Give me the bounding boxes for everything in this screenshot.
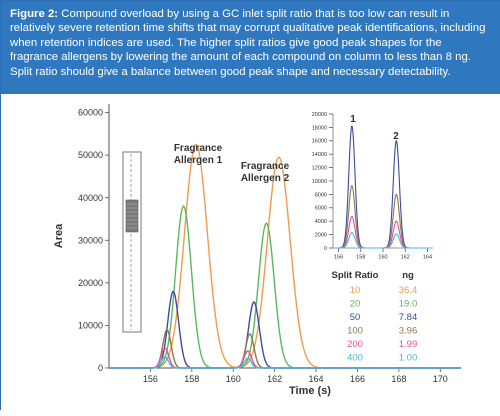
legend-ng-value: 7.84 [399, 312, 418, 323]
inset-x-tick-label: 164 [423, 255, 432, 261]
main-y-tick-label: 0 [98, 363, 103, 373]
main-series-line-400 [109, 356, 461, 369]
legend-ng-value: 3.96 [399, 326, 418, 337]
main-x-tick-label: 168 [391, 374, 406, 384]
legend-ratio-value: 50 [350, 312, 361, 323]
main-x-tick-label: 162 [267, 374, 282, 384]
caption-label: Figure 2: [10, 8, 59, 20]
legend-ratio-value: 200 [347, 339, 363, 350]
main-y-tick-label: 40000 [78, 193, 103, 203]
main-y-tick-label: 50000 [78, 150, 103, 160]
main-y-tick-label: 60000 [78, 108, 103, 118]
main-y-label: Area [53, 223, 65, 248]
inset-x-ticks: 156 158 160 162 164 [334, 248, 432, 261]
inset-y-tick-label: 2000 [315, 233, 327, 239]
inset-x-tick-label: 160 [378, 255, 387, 261]
annotation-allergen-1-line2: Allergen 1 [174, 155, 223, 166]
legend-header-ng: ng [402, 270, 414, 281]
inset-x-tick-label: 158 [356, 255, 365, 261]
main-x-tick-label: 158 [184, 374, 199, 384]
legend-ng-value: 19.0 [399, 299, 418, 310]
legend-ng-value: 1.99 [399, 339, 418, 350]
legend-ratio-value: 20 [350, 299, 361, 310]
inset-series-line-50 [333, 125, 433, 249]
inset-y-tick-label: 6000 [315, 206, 327, 212]
inset-y-tick-label: 8000 [315, 192, 327, 198]
legend-ng-value: 1.00 [399, 353, 418, 364]
inset-series-group [333, 125, 433, 249]
main-x-tick-label: 166 [350, 374, 365, 384]
legend-ratio-value: 10 [350, 285, 361, 296]
main-x-tick-label: 160 [226, 374, 241, 384]
legend-ng-value: 36.4 [399, 285, 418, 296]
split-ratio-legend-table: Split Ratio ng 10 36.4 20 19.0 50 7.84 100 3.96… [332, 270, 418, 364]
legend-ratio-value: 400 [347, 353, 363, 364]
main-y-tick-label: 20000 [78, 278, 103, 288]
main-series-group [109, 143, 461, 369]
inset-chart: 0 2000 4000 6000 8000 10000 12000 14000 16000 180… [312, 112, 433, 261]
inset-y-tick-label: 4000 [315, 219, 327, 225]
chart-panel: 0 10000 20000 30000 40000 50000 60000 156 158 16… [1, 94, 500, 411]
figure-caption: Figure 2: Compound overload by using a G… [1, 1, 500, 94]
legend-ratio-value: 100 [347, 326, 363, 337]
inset-x-tick-label: 162 [401, 255, 410, 261]
main-x-label: Time (s) [289, 385, 331, 397]
caption-text: Compound overload by using a GC inlet sp… [10, 8, 486, 78]
inset-x-tick-label: 156 [334, 255, 343, 261]
main-x-tick-label: 156 [143, 374, 158, 384]
inset-y-tick-label: 10000 [312, 179, 327, 185]
main-y-ticks: 0 10000 20000 30000 40000 50000 60000 [78, 108, 109, 373]
legend-rows: 10 36.4 20 19.0 50 7.84 100 3.96 200 1.99 400 1.00 [347, 285, 417, 364]
annotation-allergen-1-line1: Fragrance [174, 143, 223, 154]
inset-annotation-1: 1 [350, 114, 356, 125]
inset-y-tick-label: 14000 [312, 152, 327, 158]
inlet-liner-illustration [122, 151, 142, 333]
liner-outer [122, 151, 142, 333]
inset-y-tick-label: 18000 [312, 125, 327, 131]
inset-y-tick-label: 12000 [312, 166, 327, 172]
annotation-allergen-2-line1: Fragrance [241, 161, 290, 172]
annotation-allergen-2-line2: Allergen 2 [241, 173, 290, 184]
main-y-tick-label: 10000 [78, 321, 103, 331]
liner-packing-texture [126, 203, 138, 229]
main-x-tick-label: 170 [433, 374, 448, 384]
inset-series-line-400 [333, 232, 433, 249]
main-x-tick-label: 164 [309, 374, 324, 384]
inset-y-tick-label: 0 [324, 246, 327, 252]
inset-y-tick-label: 16000 [312, 139, 327, 145]
legend-header-split-ratio: Split Ratio [332, 270, 379, 281]
main-y-tick-label: 30000 [78, 235, 103, 245]
inset-annotation-2: 2 [393, 131, 399, 142]
main-x-ticks: 156 158 160 162 164 166 168 170 [143, 368, 448, 384]
inset-y-ticks: 0 2000 4000 6000 8000 10000 12000 14000 16000 180… [312, 112, 333, 252]
inset-y-tick-label: 20000 [312, 112, 327, 118]
